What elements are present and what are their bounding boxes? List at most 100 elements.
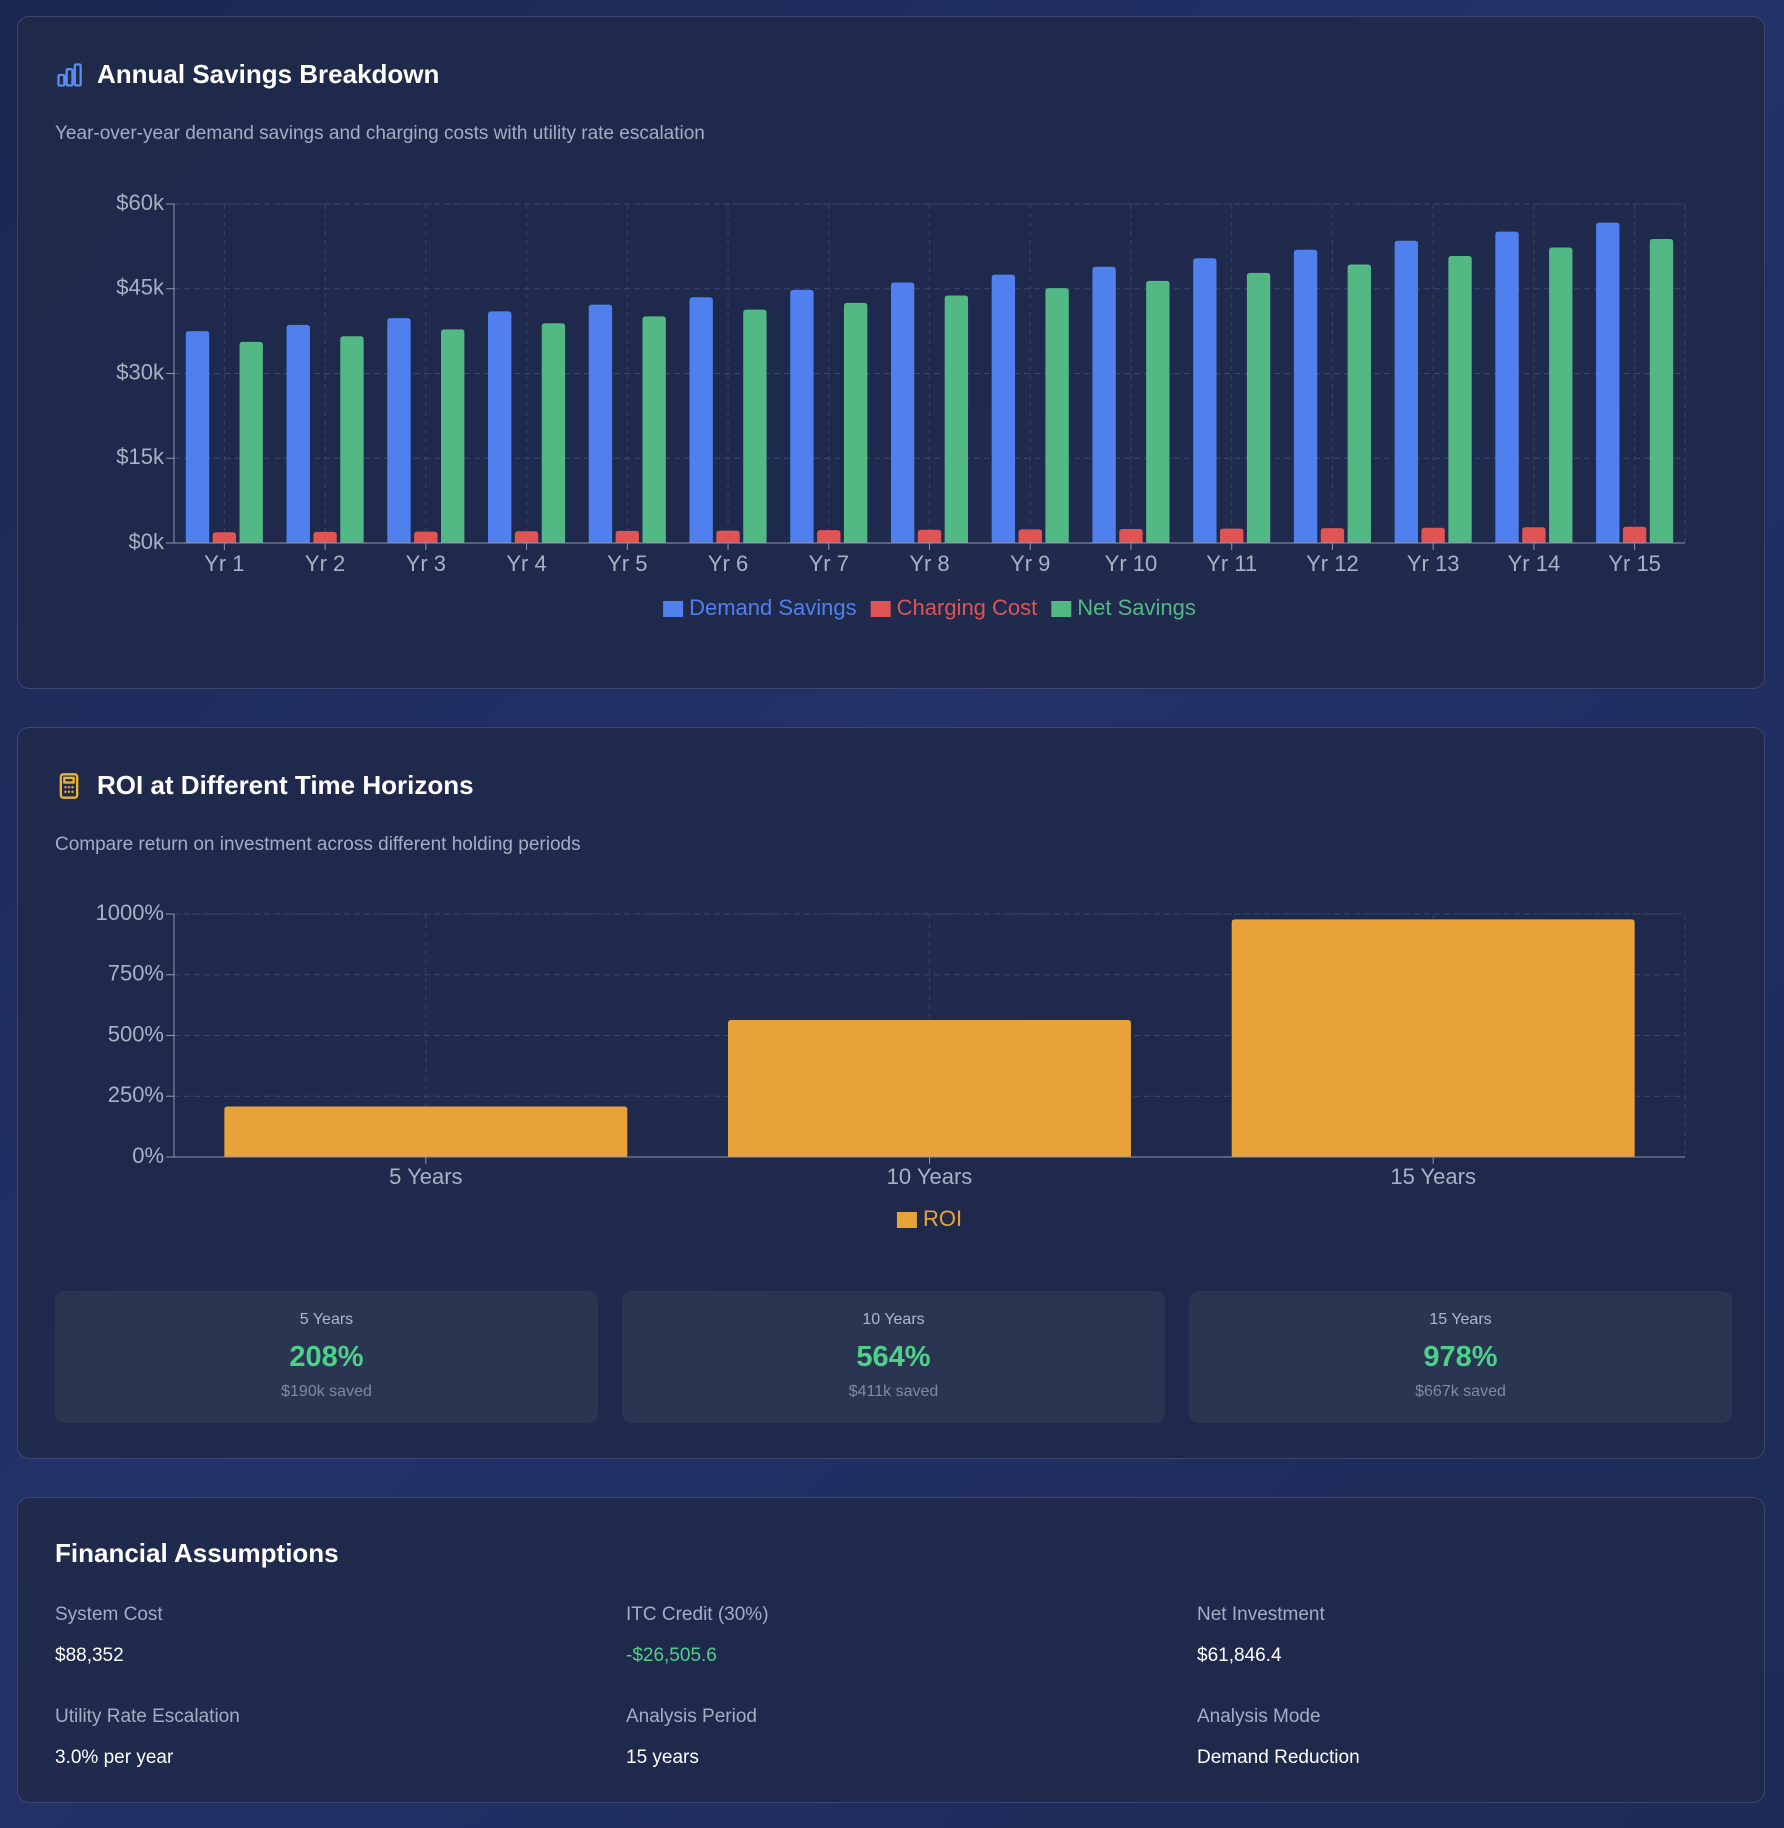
calculator-icon — [59, 773, 79, 799]
bar — [1119, 528, 1143, 543]
bar — [239, 341, 263, 543]
savings-card: Annual Savings Breakdown Year-over-year … — [17, 16, 1765, 689]
bar — [588, 304, 613, 543]
x-tick-label: 15 Years — [1390, 1164, 1476, 1189]
x-tick-label: Yr 15 — [1608, 551, 1661, 576]
bar — [313, 531, 337, 543]
bar — [488, 311, 512, 543]
legend-swatch — [870, 601, 891, 617]
x-tick-label: Yr 14 — [1508, 551, 1561, 576]
bar — [615, 530, 639, 543]
legend-swatch — [896, 1212, 917, 1228]
bar — [185, 331, 210, 543]
x-tick-label: Yr 11 — [1206, 551, 1257, 576]
savings-chart: $0k $15k $30k $45k $60k Yr 1 Yr 2 Yr 3 Yr 4 Yr 5 Y… — [116, 190, 1686, 620]
roi-value: 208% — [289, 1341, 364, 1373]
bar — [1293, 249, 1318, 543]
y-tick-label: 0% — [132, 1143, 164, 1168]
legend-label: Net Savings — [1077, 595, 1196, 620]
card-title: ROI at Different Time Horizons — [97, 770, 474, 800]
legend-label: Charging Cost — [897, 595, 1038, 620]
assumption: ITC Credit (30%) -$26,505.6 — [626, 1604, 1166, 1667]
legend-swatch — [663, 601, 684, 617]
x-tick-label: Yr 4 — [506, 551, 546, 576]
roi-summary: 15 Years 978% $667k saved — [1189, 1291, 1732, 1423]
bar — [1394, 240, 1418, 543]
roi-period: 5 Years — [299, 1311, 354, 1328]
x-tick-label: Yr 9 — [1010, 551, 1050, 576]
legend-label: ROI — [923, 1206, 962, 1231]
assumption: Analysis Mode Demand Reduction — [1197, 1706, 1737, 1769]
roi-saved: $667k saved — [1415, 1383, 1506, 1400]
y-tick-label: 1000% — [95, 900, 164, 925]
bar — [944, 295, 969, 543]
roi-period: 15 Years — [1429, 1311, 1492, 1328]
x-tick-label: Yr 7 — [809, 551, 849, 576]
bar — [1246, 272, 1271, 543]
y-tick-label: $30k — [116, 359, 165, 384]
y-tick-label: $60k — [116, 190, 165, 215]
assumption-value: $88,352 — [55, 1645, 124, 1666]
bar — [1231, 919, 1635, 1157]
card-subtitle: Year-over-year demand savings and chargi… — [55, 123, 705, 144]
x-tick-label: Yr 12 — [1306, 551, 1359, 576]
bar — [541, 323, 566, 543]
bar — [716, 530, 740, 543]
bar — [1220, 528, 1244, 543]
y-tick-label: 250% — [108, 1082, 164, 1107]
assumption-value: $61,846.4 — [1197, 1645, 1282, 1666]
roi-saved: $411k saved — [848, 1383, 939, 1400]
bar — [1045, 288, 1069, 543]
bar — [1549, 247, 1573, 543]
y-tick-label: $15k — [116, 444, 165, 469]
legend-swatch — [1051, 601, 1072, 617]
bar — [1146, 280, 1170, 543]
bar — [1092, 266, 1116, 543]
bar — [642, 316, 666, 543]
bar — [212, 532, 237, 543]
bar — [689, 297, 713, 543]
assumption: Utility Rate Escalation 3.0% per year — [55, 1706, 595, 1769]
assumption-value: 15 years — [626, 1747, 699, 1768]
x-tick-label: Yr 3 — [406, 551, 446, 576]
x-tick-label: Yr 1 — [204, 551, 244, 576]
assumption-label: Utility Rate Escalation — [55, 1706, 240, 1727]
x-tick-label: Yr 2 — [305, 551, 345, 576]
assumption-label: ITC Credit (30%) — [626, 1604, 769, 1625]
x-tick-label: Yr 5 — [607, 551, 647, 576]
bar — [1421, 527, 1445, 543]
legend-label: Demand Savings — [689, 595, 857, 620]
x-tick-label: Yr 13 — [1407, 551, 1460, 576]
chart-icon — [57, 63, 82, 87]
x-tick-label: 10 Years — [887, 1164, 973, 1189]
roi-value: 564% — [856, 1341, 931, 1373]
roi-card: ROI at Different Time Horizons Compare r… — [17, 727, 1765, 1459]
assumption-label: System Cost — [55, 1604, 163, 1625]
x-tick-label: 5 Years — [389, 1164, 462, 1189]
y-tick-label: $45k — [116, 275, 165, 300]
y-tick-label: 500% — [108, 1021, 164, 1046]
bar — [817, 530, 841, 543]
roi-chart: 0% 250% 500% 750% 1000% 5 Years 10 Years 15 Yea… — [95, 900, 1686, 1231]
bar — [1018, 529, 1042, 543]
x-tick-label: Yr 6 — [708, 551, 748, 576]
bar — [1622, 526, 1647, 543]
bar — [743, 309, 767, 543]
roi-value: 978% — [1423, 1341, 1498, 1373]
roi-summary: 10 Years 564% $411k saved — [622, 1291, 1165, 1423]
bar — [728, 1019, 1131, 1157]
bar — [991, 274, 1016, 543]
assumption-label: Net Investment — [1197, 1604, 1325, 1625]
assumption: Net Investment $61,846.4 — [1197, 1604, 1737, 1667]
card-title: Annual Savings Breakdown — [97, 59, 440, 89]
bar — [1522, 527, 1546, 543]
roi-saved: $190k saved — [281, 1383, 372, 1400]
bar — [286, 324, 310, 543]
assumption-label: Analysis Mode — [1197, 1706, 1321, 1727]
bar — [917, 529, 942, 543]
bar — [340, 336, 364, 543]
bar — [387, 318, 411, 543]
assumptions-card: Financial Assumptions System Cost $88,352… — [17, 1497, 1765, 1803]
bar — [1193, 258, 1217, 543]
